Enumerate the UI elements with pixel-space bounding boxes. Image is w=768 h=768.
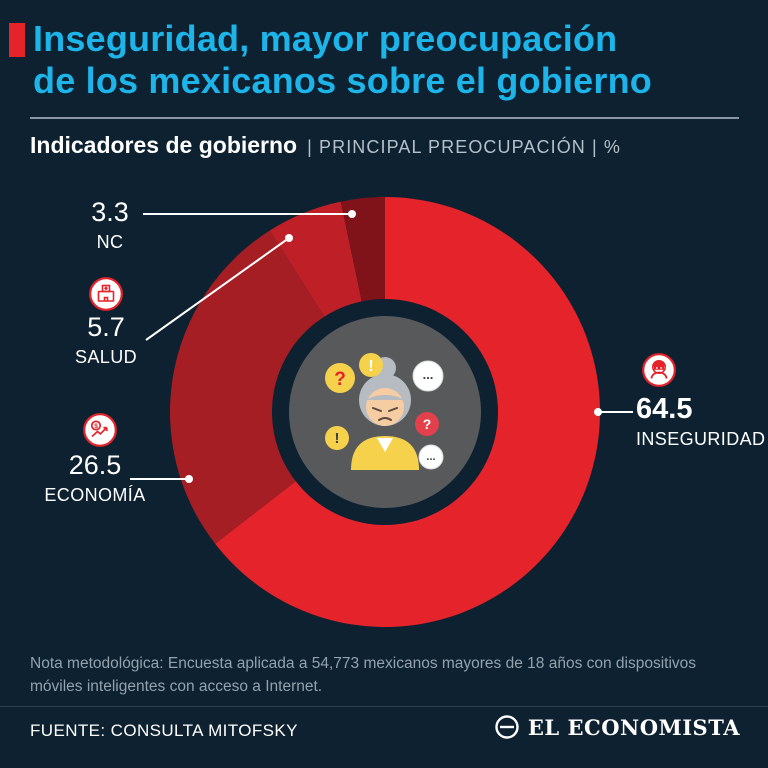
economia-label: ECONOMÍA — [44, 485, 146, 505]
callout-salud: 5.7 SALUD — [58, 312, 154, 369]
center-illustration: ? ! ... ? ! ... — [289, 316, 481, 508]
methodology-note: Nota metodológica: Encuesta aplicada a 5… — [30, 655, 697, 695]
donut-segment-economía — [169, 230, 325, 544]
nc-value: 3.3 — [91, 197, 129, 227]
title-line-2: de los mexicanos sobre el gobierno — [33, 60, 652, 101]
exclamation-bubble-warning — [325, 426, 349, 450]
hospital-icon — [88, 276, 124, 312]
chart-dollar-icon: $ — [82, 412, 118, 448]
svg-text:...: ... — [423, 367, 434, 382]
question-bubble-yellow — [325, 363, 355, 393]
nc-leader-dot — [348, 210, 356, 218]
inseguridad-label: INSEGURIDAD — [636, 429, 766, 449]
page-title: Inseguridad, mayor preocupación de los m… — [33, 18, 652, 102]
dots-bubble-white-2 — [418, 444, 444, 470]
robber-icon — [641, 352, 677, 388]
callout-economia: 26.5 ECONOMÍA — [30, 450, 160, 507]
salud-leader-line — [145, 237, 290, 341]
nc-label: NC — [96, 232, 124, 252]
salud-value: 5.7 — [87, 312, 125, 342]
section-header: Indicadores de gobierno | PRINCIPAL PREO… — [30, 132, 621, 159]
header-divider — [30, 117, 739, 119]
donut-segment-salud — [269, 201, 362, 317]
svg-text:...: ... — [426, 451, 435, 463]
brand-logo: EL ECONOMISTA — [494, 714, 740, 740]
question-bubble-red — [415, 412, 439, 436]
salud-label: SALUD — [74, 347, 138, 367]
worried-person — [351, 357, 419, 470]
donut-segment-inseguridad — [215, 197, 600, 627]
callout-inseguridad: 64.5 INSEGURIDAD — [636, 394, 768, 451]
svg-text:$: $ — [94, 423, 98, 430]
section-subtitle: | PRINCIPAL PREOCUPACIÓN | % — [307, 137, 621, 157]
title-line-1: Inseguridad, mayor preocupación — [33, 18, 618, 59]
svg-text:?: ? — [334, 369, 346, 390]
svg-text:?: ? — [423, 416, 432, 432]
section-title: Indicadores de gobierno — [30, 132, 298, 158]
economia-leader-dot — [185, 475, 193, 483]
callout-nc: 3.3 NC — [80, 197, 140, 254]
inseguridad-leader-dot — [594, 408, 602, 416]
dots-bubble-white — [412, 360, 444, 392]
title-accent-block — [9, 23, 25, 57]
svg-text:!: ! — [335, 430, 340, 447]
inseguridad-value: 64.5 — [636, 393, 693, 425]
brand-name: EL ECONOMISTA — [527, 714, 740, 740]
salud-leader-dot — [285, 234, 293, 242]
thought-bubbles: ? ! ... ? ! ... — [325, 353, 444, 470]
donut-segment-nc — [340, 197, 385, 302]
footer-divider — [0, 706, 768, 707]
source-text: FUENTE: CONSULTA MITOFSKY — [30, 721, 298, 740]
economia-value: 26.5 — [68, 450, 122, 480]
svg-text:!: ! — [368, 358, 373, 375]
el-economista-mark-icon — [495, 715, 519, 739]
exclamation-bubble-yellow — [359, 353, 383, 377]
